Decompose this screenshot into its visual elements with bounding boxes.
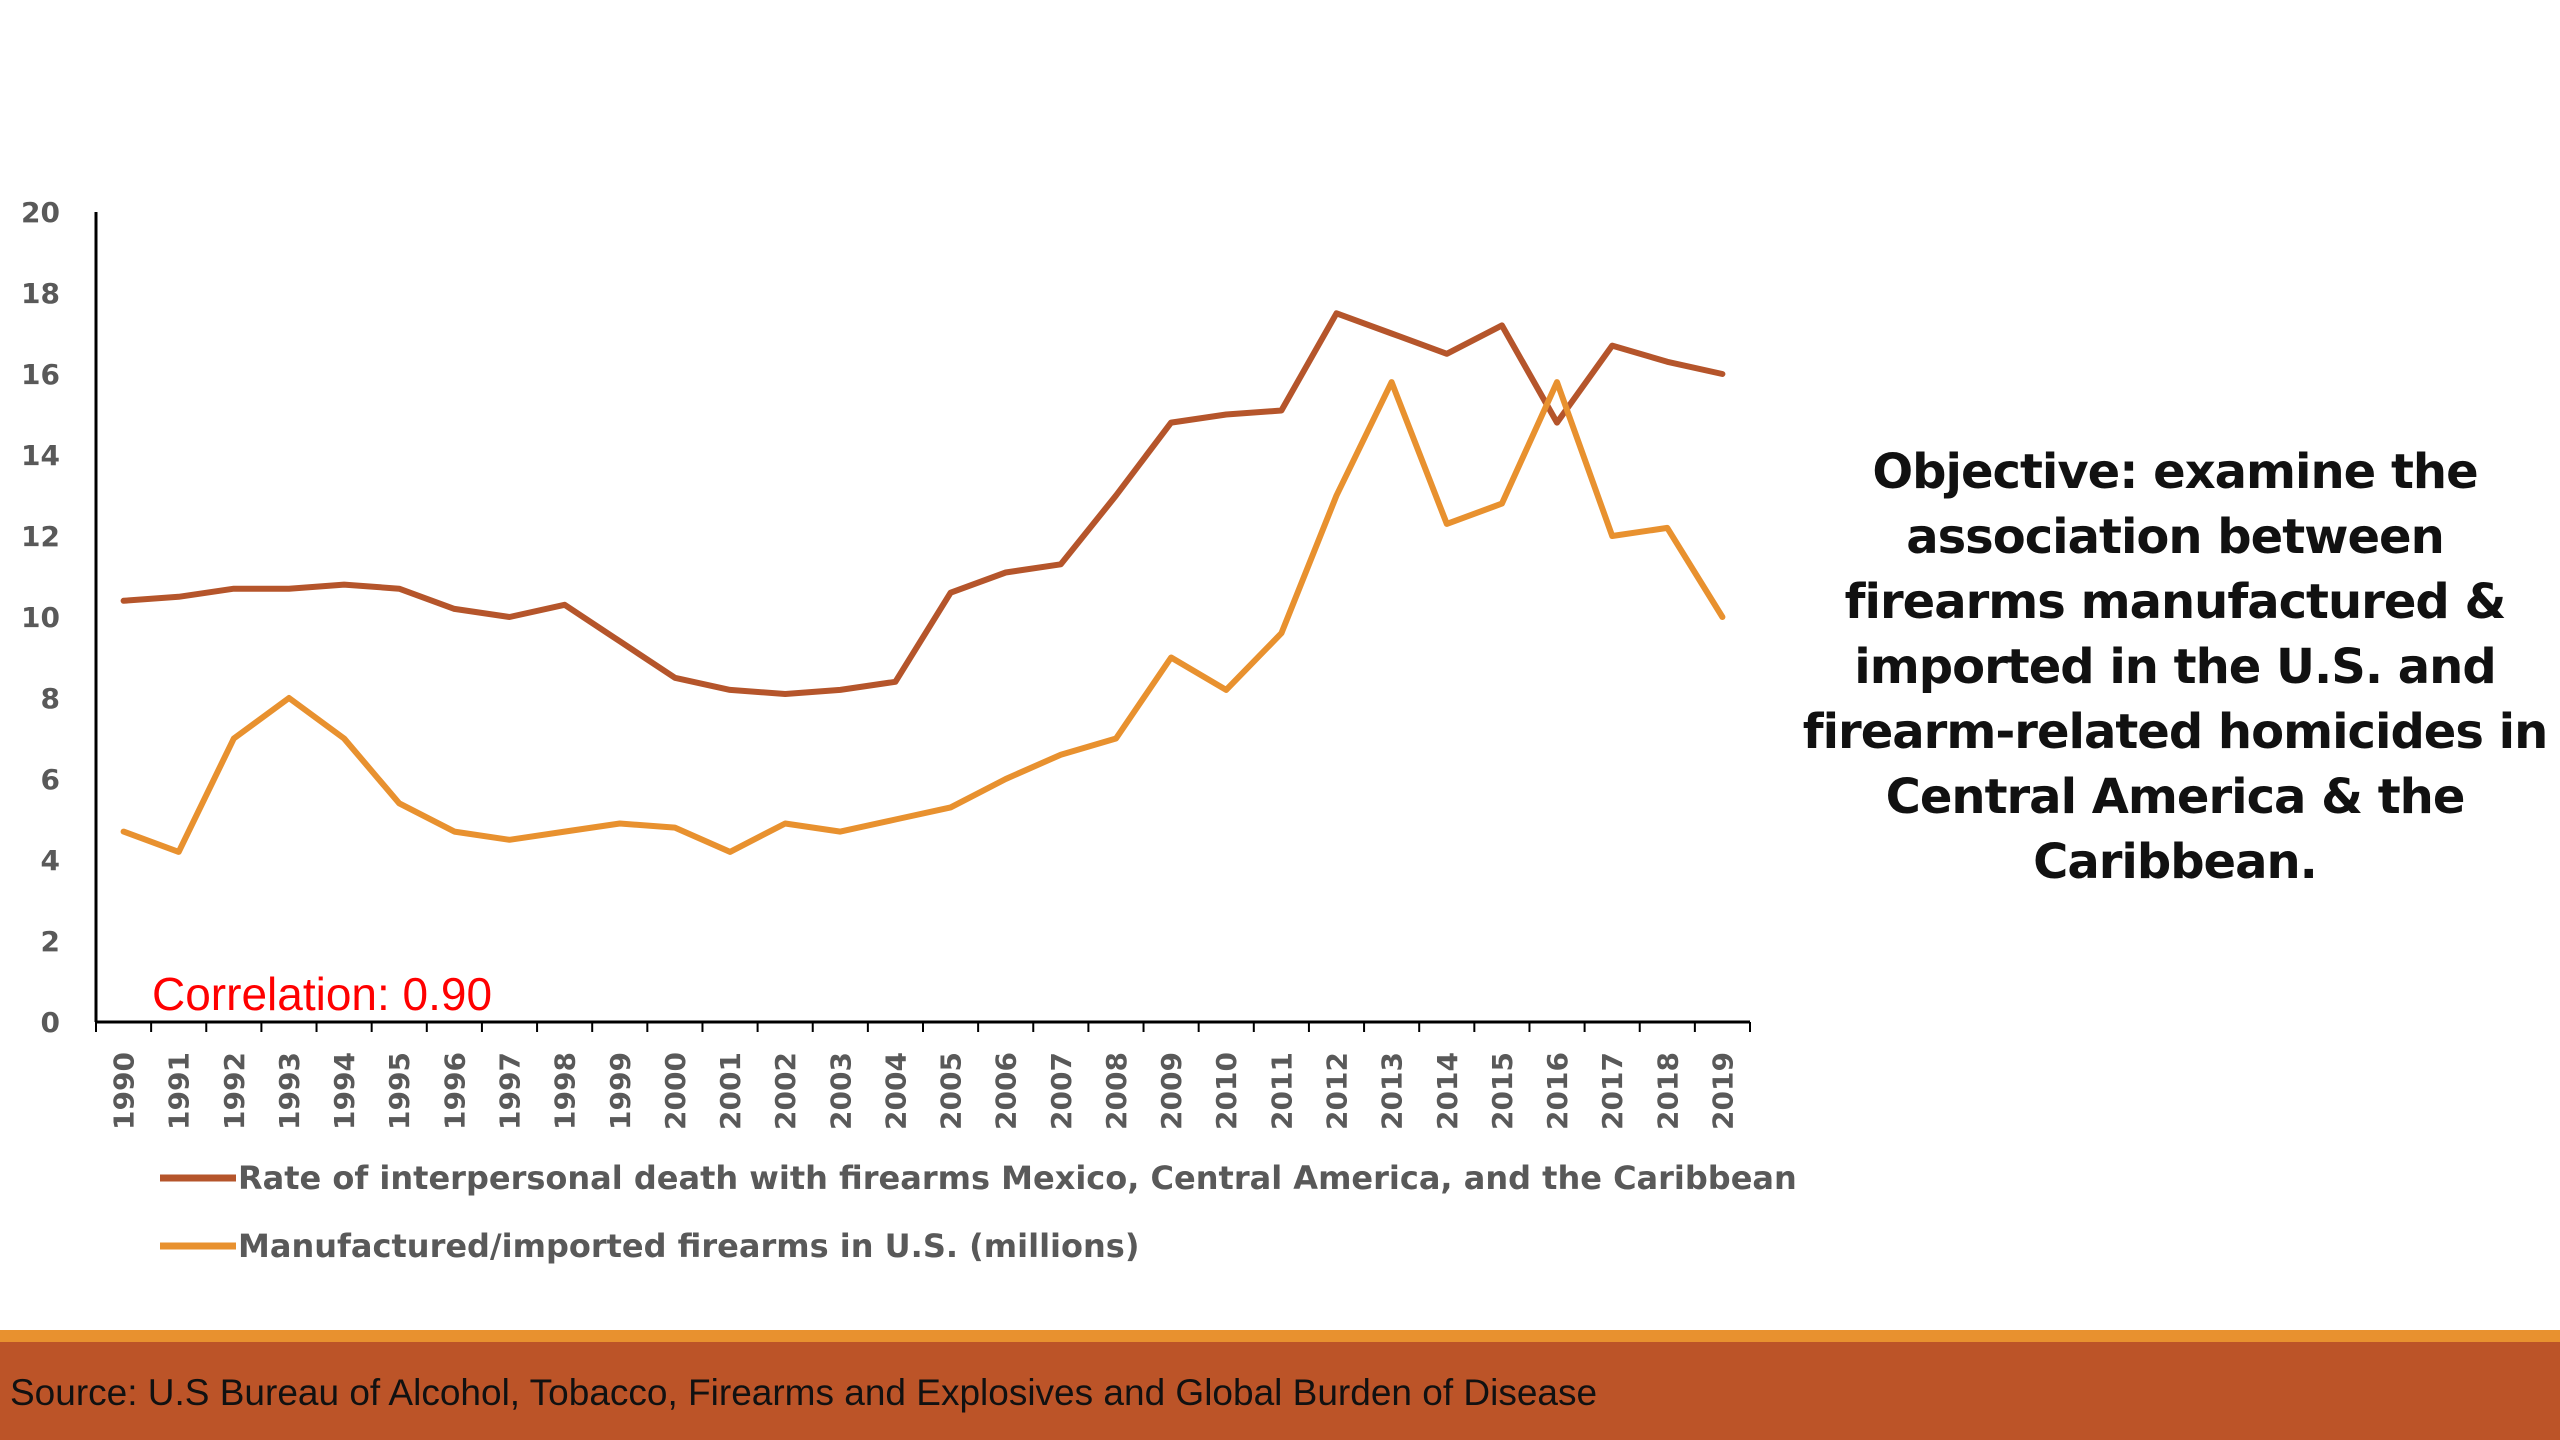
y-tick-label: 18: [21, 277, 60, 310]
y-tick-label: 0: [41, 1006, 60, 1039]
legend: Rate of interpersonal death with firearm…: [160, 1159, 1797, 1265]
x-tick-label: 2006: [990, 1052, 1023, 1130]
y-axis-ticks: 0 2 4 6 8 10 12 14 16 18 20: [21, 196, 60, 1039]
x-tick-label: 2011: [1265, 1052, 1298, 1130]
legend-item-1: Manufactured/imported firearms in U.S. (…: [160, 1227, 1139, 1265]
x-tick-label: 2007: [1045, 1052, 1078, 1130]
x-tick-label: 2005: [935, 1052, 968, 1130]
objective-line: Caribbean.: [2033, 834, 2318, 890]
x-tick-label: 2014: [1431, 1052, 1464, 1130]
legend-item-0: Rate of interpersonal death with firearm…: [160, 1159, 1797, 1197]
series-line-0: [120, 310, 1726, 697]
x-tick-label: 1995: [383, 1052, 416, 1130]
x-tick-label: 2008: [1100, 1052, 1133, 1130]
objective-line: Central America & the: [1885, 769, 2466, 825]
x-tick-label: 2013: [1376, 1052, 1409, 1130]
x-tick-label: 1996: [438, 1052, 471, 1130]
y-tick-label: 16: [21, 358, 60, 391]
x-tick-label: 2000: [659, 1052, 692, 1130]
y-tick-label: 6: [41, 763, 60, 796]
objective-line: Objective: examine the: [1872, 444, 2478, 500]
x-tick-label: 1990: [108, 1052, 141, 1130]
x-tick-label: 1992: [218, 1052, 251, 1130]
footer-stripe: [0, 1330, 2560, 1342]
objective-line: firearms manufactured &: [1844, 574, 2507, 630]
y-tick-label: 8: [41, 682, 60, 715]
y-tick-label: 2: [41, 925, 60, 958]
x-tick-label: 2002: [769, 1052, 802, 1130]
legend-label-0: Rate of interpersonal death with firearm…: [238, 1159, 1797, 1197]
x-tick-label: 2001: [714, 1052, 747, 1130]
x-tick-label: 2016: [1541, 1052, 1574, 1130]
legend-label-1: Manufactured/imported firearms in U.S. (…: [238, 1227, 1139, 1265]
x-tick-label: 2012: [1321, 1052, 1354, 1130]
x-tick-label: 2010: [1210, 1052, 1243, 1130]
series-lines: [120, 310, 1726, 855]
objective-text: Objective: examine the association betwe…: [1800, 440, 2550, 895]
y-tick-label: 4: [41, 844, 60, 877]
correlation-annotation: Correlation: 0.90: [152, 968, 492, 1020]
x-tick-label: 1999: [604, 1052, 637, 1130]
x-axis-ticks: 1990 1991 1992 1993 1994 1995 1996 1997 1998 1999…: [95, 1022, 1751, 1130]
x-tick-label: 2003: [824, 1052, 857, 1130]
x-tick-label: 2019: [1706, 1052, 1739, 1130]
x-tick-label: 2009: [1155, 1052, 1188, 1130]
series-line-1: [120, 379, 1726, 855]
footer-bar: [0, 1342, 2560, 1440]
x-tick-label: 1997: [494, 1052, 527, 1130]
objective-line: association between: [1906, 509, 2445, 565]
x-tick-label: 2015: [1486, 1052, 1519, 1130]
x-tick-label: 2018: [1651, 1052, 1684, 1130]
x-tick-label: 1998: [549, 1052, 582, 1130]
x-tick-label: 1991: [163, 1052, 196, 1130]
source-text: Source: U.S Bureau of Alcohol, Tobacco, …: [10, 1372, 1598, 1413]
y-tick-label: 14: [21, 439, 60, 472]
objective-line: imported in the U.S. and: [1854, 639, 2496, 695]
objective-line: firearm-related homicides in: [1802, 704, 2549, 760]
x-tick-label: 1993: [273, 1052, 306, 1130]
x-tick-label: 2017: [1596, 1052, 1629, 1130]
y-tick-label: 20: [21, 196, 60, 229]
x-tick-label: 2004: [879, 1052, 912, 1130]
y-tick-label: 12: [21, 520, 60, 553]
x-tick-label: 1994: [328, 1052, 361, 1130]
y-tick-label: 10: [21, 601, 60, 634]
